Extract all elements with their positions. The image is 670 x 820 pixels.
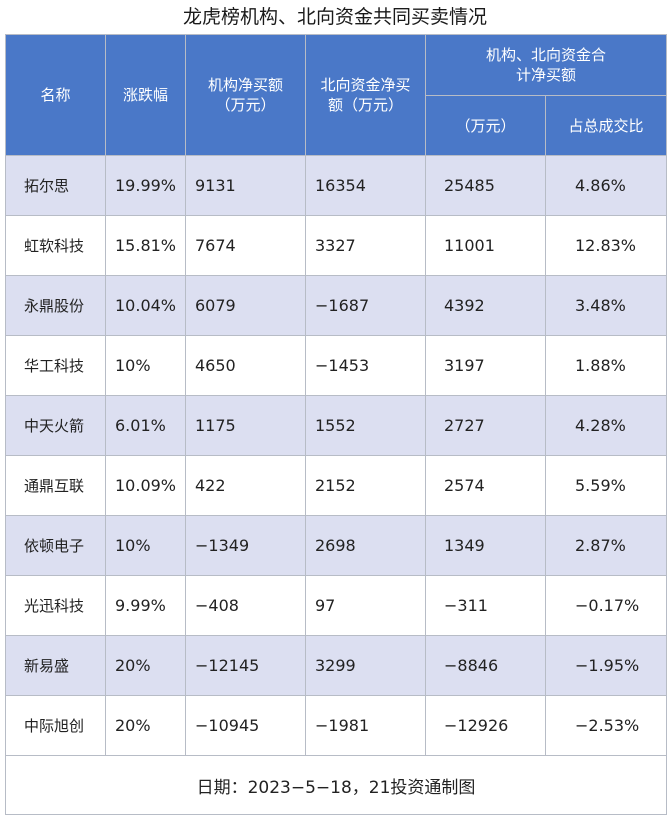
cell-north-net-buy: 3327 (305, 215, 426, 276)
cell-change: 10% (105, 335, 186, 396)
cell-inst-net-buy: 6079 (185, 275, 306, 336)
table-row: 华工科技 10% 4650 −1453 3197 1.88% (5, 335, 668, 396)
cell-name: 依顿电子 (5, 515, 106, 576)
cell-turnover-ratio: −2.53% (544, 695, 668, 756)
cell-name: 通鼎互联 (5, 455, 106, 516)
cell-name: 新易盛 (5, 635, 106, 696)
table-row: 拓尔思 19.99% 9131 16354 25485 4.86% (5, 155, 668, 216)
cell-combined-net-buy: 2727 (425, 395, 546, 456)
cell-inst-net-buy: 4650 (185, 335, 306, 396)
cell-north-net-buy: −1687 (305, 275, 426, 336)
cell-change: 10% (105, 515, 186, 576)
cell-turnover-ratio: 5.59% (544, 455, 668, 516)
header-combined-group: 机构、北向资金合计净买额 (424, 34, 668, 96)
cell-name: 中天火箭 (5, 395, 106, 456)
cell-north-net-buy: 2152 (305, 455, 426, 516)
cell-north-net-buy: 16354 (305, 155, 426, 216)
cell-name: 光迅科技 (5, 575, 106, 636)
cell-combined-net-buy: −311 (425, 575, 546, 636)
header-name: 名称 (5, 34, 106, 156)
cell-turnover-ratio: 2.87% (544, 515, 668, 576)
header-combined-ratio: 占总成交比 (544, 95, 668, 156)
cell-inst-net-buy: −1349 (185, 515, 306, 576)
page-title: 龙虎榜机构、北向资金共同买卖情况 (182, 6, 487, 28)
cell-turnover-ratio: −1.95% (544, 635, 668, 696)
cell-combined-net-buy: 25485 (425, 155, 546, 216)
cell-inst-net-buy: 422 (185, 455, 306, 516)
cell-combined-net-buy: 11001 (425, 215, 546, 276)
cell-inst-net-buy: 9131 (185, 155, 306, 216)
cell-name: 虹软科技 (5, 215, 106, 276)
cell-name: 华工科技 (5, 335, 106, 396)
table-row: 通鼎互联 10.09% 422 2152 2574 5.59% (5, 455, 668, 516)
cell-north-net-buy: 1552 (305, 395, 426, 456)
cell-change: 20% (105, 695, 186, 756)
cell-change: 20% (105, 635, 186, 696)
header-north: 北向资金净买额（万元） (305, 34, 426, 156)
cell-north-net-buy: 2698 (305, 515, 426, 576)
cell-change: 19.99% (105, 155, 186, 216)
cell-name: 拓尔思 (5, 155, 106, 216)
cell-inst-net-buy: 7674 (185, 215, 306, 276)
cell-combined-net-buy: 2574 (425, 455, 546, 516)
cell-combined-net-buy: −12926 (425, 695, 546, 756)
cell-north-net-buy: 97 (305, 575, 426, 636)
cell-change: 9.99% (105, 575, 186, 636)
header-inst: 机构净买额（万元） (185, 34, 306, 156)
data-table: 名称 涨跌幅 机构净买额（万元） 北向资金净买额（万元） 机构、北向资金合计净买… (4, 34, 668, 815)
cell-turnover-ratio: 4.28% (544, 395, 668, 456)
cell-north-net-buy: −1453 (305, 335, 426, 396)
cell-combined-net-buy: 4392 (425, 275, 546, 336)
table-row: 永鼎股份 10.04% 6079 −1687 4392 3.48% (5, 275, 668, 336)
cell-combined-net-buy: 1349 (425, 515, 546, 576)
footer-note: 日期：2023−5−18，21投资通制图 (4, 755, 668, 815)
header-combined-amount: （万元） (425, 95, 546, 156)
cell-inst-net-buy: −10945 (185, 695, 306, 756)
cell-combined-net-buy: −8846 (425, 635, 546, 696)
table-header: 名称 涨跌幅 机构净买额（万元） 北向资金净买额（万元） 机构、北向资金合计净买… (5, 34, 668, 156)
cell-turnover-ratio: 3.48% (544, 275, 668, 336)
table-row: 虹软科技 15.81% 7674 3327 11001 12.83% (5, 215, 668, 276)
cell-inst-net-buy: 1175 (185, 395, 306, 456)
cell-turnover-ratio: 12.83% (544, 215, 668, 276)
cell-turnover-ratio: 1.88% (544, 335, 668, 396)
cell-turnover-ratio: −0.17% (544, 575, 668, 636)
cell-change: 6.01% (105, 395, 186, 456)
cell-inst-net-buy: −408 (185, 575, 306, 636)
cell-north-net-buy: 3299 (305, 635, 426, 696)
cell-combined-net-buy: 3197 (425, 335, 546, 396)
table-row: 光迅科技 9.99% −408 97 −311 −0.17% (5, 575, 668, 636)
header-change: 涨跌幅 (105, 34, 186, 156)
table-body: 拓尔思 19.99% 9131 16354 25485 4.86% 虹软科技 15.81% 76… (5, 155, 668, 756)
cell-north-net-buy: −1981 (305, 695, 426, 756)
cell-name: 中际旭创 (5, 695, 106, 756)
table-row: 中天火箭 6.01% 1175 1552 2727 4.28% (5, 395, 668, 456)
cell-inst-net-buy: −12145 (185, 635, 306, 696)
table-row: 依顿电子 10% −1349 2698 1349 2.87% (5, 515, 668, 576)
cell-change: 15.81% (105, 215, 186, 276)
cell-change: 10.09% (105, 455, 186, 516)
cell-change: 10.04% (105, 275, 186, 336)
cell-name: 永鼎股份 (5, 275, 106, 336)
table-row: 新易盛 20% −12145 3299 −8846 −1.95% (5, 635, 668, 696)
cell-turnover-ratio: 4.86% (544, 155, 668, 216)
table-row: 中际旭创 20% −10945 −1981 −12926 −2.53% (5, 695, 668, 756)
